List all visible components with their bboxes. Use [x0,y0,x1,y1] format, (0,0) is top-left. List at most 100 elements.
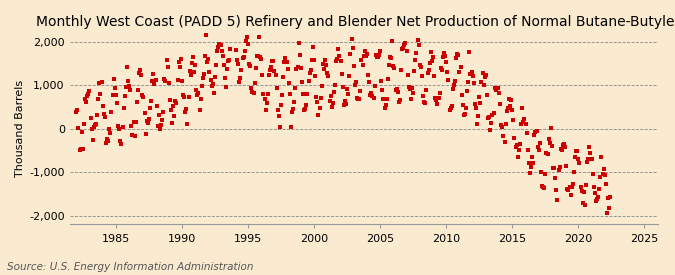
Point [160,79,171,83]
Point [314,106,325,111]
Point [556,148,567,152]
Point [334,54,345,58]
Point [599,173,610,178]
Point [203,56,214,61]
Point [429,74,439,78]
Point [369,84,380,89]
Point [538,185,549,189]
Point [251,54,262,58]
Point [266,65,277,69]
Point [271,86,282,90]
Point [496,123,507,127]
Point [219,63,230,67]
Point [158,110,169,114]
Point [498,134,509,139]
Point [275,125,286,129]
Point [455,65,466,69]
Point [400,40,411,45]
Point [249,81,260,85]
Point [278,75,289,80]
Point [396,68,406,73]
Point [485,128,495,132]
Point [578,190,589,194]
Point [245,64,256,68]
Point [493,86,504,90]
Point [172,78,183,82]
Point [468,81,479,85]
Point [150,78,161,82]
Point [204,70,215,74]
Point [529,133,540,138]
Point [256,57,267,61]
Point [102,137,113,141]
Title: Monthly West Coast (PADD 5) Refinery and Blender Net Production of Normal Butane: Monthly West Coast (PADD 5) Refinery and… [36,15,675,29]
Point [402,72,413,77]
Point [87,138,98,142]
Point [476,79,487,84]
Point [504,97,514,101]
Point [437,55,448,59]
Point [541,151,552,155]
Point [80,97,90,101]
Point [460,106,471,110]
Point [294,53,305,57]
Point [111,93,122,97]
Point [74,148,85,152]
Point [371,53,381,57]
Y-axis label: Thousand Barrels: Thousand Barrels [15,80,25,177]
Point [576,189,587,193]
Point [103,139,113,144]
Point [427,55,438,59]
Point [543,137,554,141]
Point [126,124,137,129]
Point [114,127,125,131]
Point [357,63,368,68]
Point [223,59,234,64]
Point [198,72,209,76]
Point [129,134,140,138]
Point [418,94,429,98]
Point [352,96,362,100]
Point [549,166,560,171]
Point [240,48,250,53]
Point [404,85,414,89]
Point [470,106,481,110]
Point [458,113,469,117]
Point [401,49,412,54]
Point [597,171,608,176]
Point [82,93,92,98]
Point [188,55,198,59]
Point [237,56,248,60]
Point [171,101,182,105]
Point [248,90,259,95]
Point [509,135,520,140]
Point [456,92,467,97]
Point [508,118,519,122]
Point [568,170,579,174]
Point [365,92,376,97]
Point [573,157,584,161]
Point [263,91,273,96]
Point [263,73,274,77]
Point [153,113,164,117]
Point [90,121,101,126]
Point [552,198,563,202]
Point [591,199,601,203]
Point [333,46,344,51]
Point [595,174,605,179]
Point [442,70,453,74]
Point [144,117,155,121]
Point [448,86,458,91]
Point [585,151,596,156]
Point [240,39,251,43]
Point [561,164,572,168]
Point [184,69,195,74]
Point [317,84,327,88]
Point [196,84,207,89]
Point [379,106,390,110]
Point [444,108,455,112]
Point [155,127,165,131]
Point [381,97,392,101]
Point [568,182,578,186]
Point [550,175,561,180]
